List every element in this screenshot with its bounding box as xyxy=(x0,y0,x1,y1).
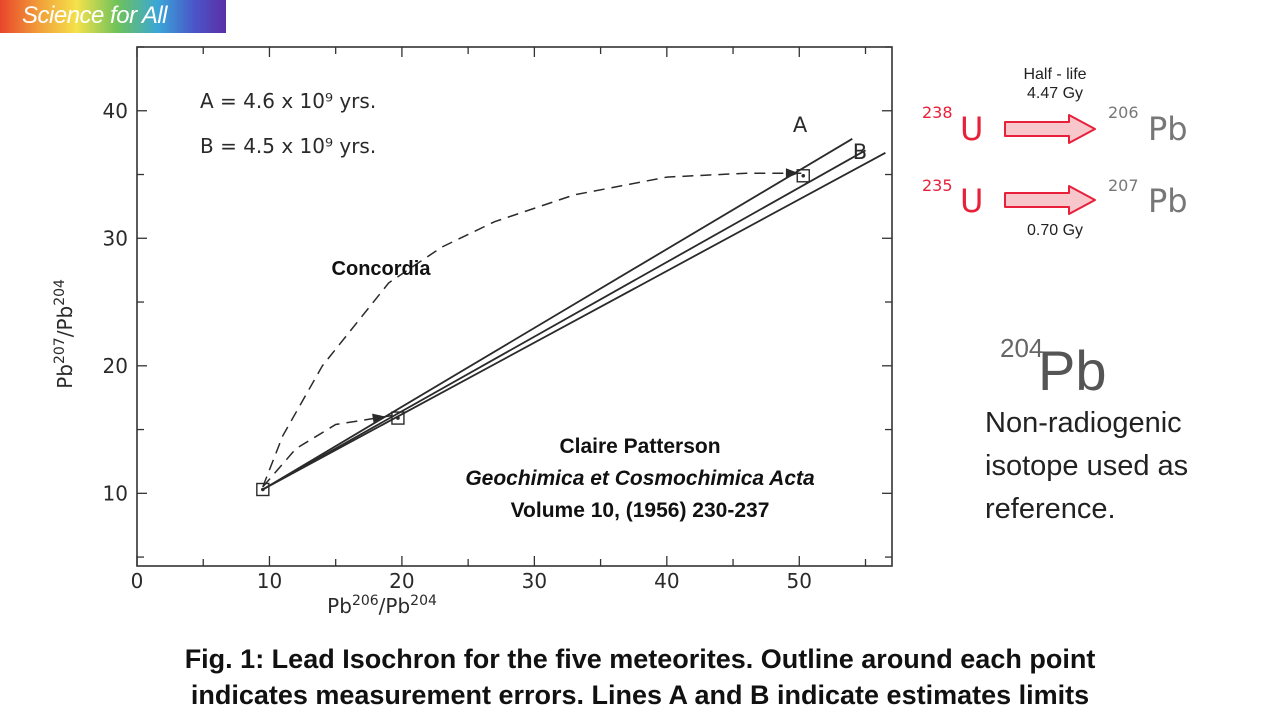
journal-label: Geochimica et Cosmochimica Acta xyxy=(465,467,815,490)
half-life-label: Half - life xyxy=(1023,66,1087,83)
data-point-center xyxy=(396,416,400,420)
pb207-symbol: Pb xyxy=(1148,182,1188,220)
x-tick-label: 0 xyxy=(131,569,144,593)
series-line-b xyxy=(262,152,886,491)
data-point-center xyxy=(801,173,806,178)
x-tick-label: 30 xyxy=(522,569,547,593)
pb206-mass: 206 xyxy=(1108,103,1139,122)
y-tick-label: 30 xyxy=(103,226,128,250)
x-tick-label: 10 xyxy=(257,569,282,593)
decay-arrow-icon xyxy=(1004,185,1096,215)
x-tick-label: 40 xyxy=(654,569,679,593)
pb204-symbol: Pb xyxy=(1038,339,1107,402)
y-tick-label: 10 xyxy=(103,481,128,505)
pb204-mass: 204 xyxy=(1000,333,1044,363)
data-point xyxy=(796,169,810,183)
u238-mass: 238 xyxy=(922,103,953,122)
series-line-unlabeled-1 xyxy=(262,149,866,491)
arrowhead xyxy=(372,413,386,424)
u238-symbol: U xyxy=(960,110,984,148)
age-a-label: A = 4.6 x 10⁹ yrs. xyxy=(200,89,376,113)
x-tick-label: 50 xyxy=(787,569,812,593)
u235-mass: 235 xyxy=(922,176,953,195)
series-line-a xyxy=(262,138,853,491)
u235-symbol: U xyxy=(960,182,984,220)
volume-label: Volume 10, (1956) 230-237 xyxy=(511,499,770,522)
data-point xyxy=(256,482,270,497)
pb206-symbol: Pb xyxy=(1148,110,1188,148)
half-life-238: 4.47 Gy xyxy=(1026,85,1084,102)
pb204-description: Non-radiogenic isotope used as reference… xyxy=(985,407,1189,525)
brand-banner: Science for All xyxy=(0,0,226,33)
data-point-center xyxy=(261,487,265,492)
author-label: Claire Patterson xyxy=(559,435,720,458)
arrowhead xyxy=(785,168,799,179)
figure-caption-line-1: Fig. 1: Lead Isochron for the five meteo… xyxy=(184,644,1096,674)
plot-frame xyxy=(136,46,893,567)
age-b-label: B = 4.5 x 10⁹ yrs. xyxy=(200,134,376,158)
y-tick-label: 20 xyxy=(103,354,128,378)
data-point xyxy=(391,411,405,425)
series-line-concordia xyxy=(262,172,806,488)
figure-caption-line-2: indicates measurement errors. Lines A an… xyxy=(190,680,1090,710)
pb207-mass: 207 xyxy=(1108,176,1139,195)
line-a-label: A xyxy=(793,113,808,137)
y-axis-label: Pb207/Pb204 xyxy=(52,279,77,389)
half-life-235: 0.70 Gy xyxy=(1026,222,1084,239)
y-tick-label: 40 xyxy=(103,99,128,123)
decay-arrow-icon xyxy=(1004,114,1096,144)
series-line-unlabeled-4 xyxy=(262,414,393,488)
concordia-label: Concordia xyxy=(332,258,432,280)
brand-label: Science for All xyxy=(22,2,168,29)
line-b-label: B xyxy=(853,140,867,164)
x-axis-label: Pb206/Pb204 xyxy=(327,593,437,618)
x-tick-label: 20 xyxy=(389,569,414,593)
